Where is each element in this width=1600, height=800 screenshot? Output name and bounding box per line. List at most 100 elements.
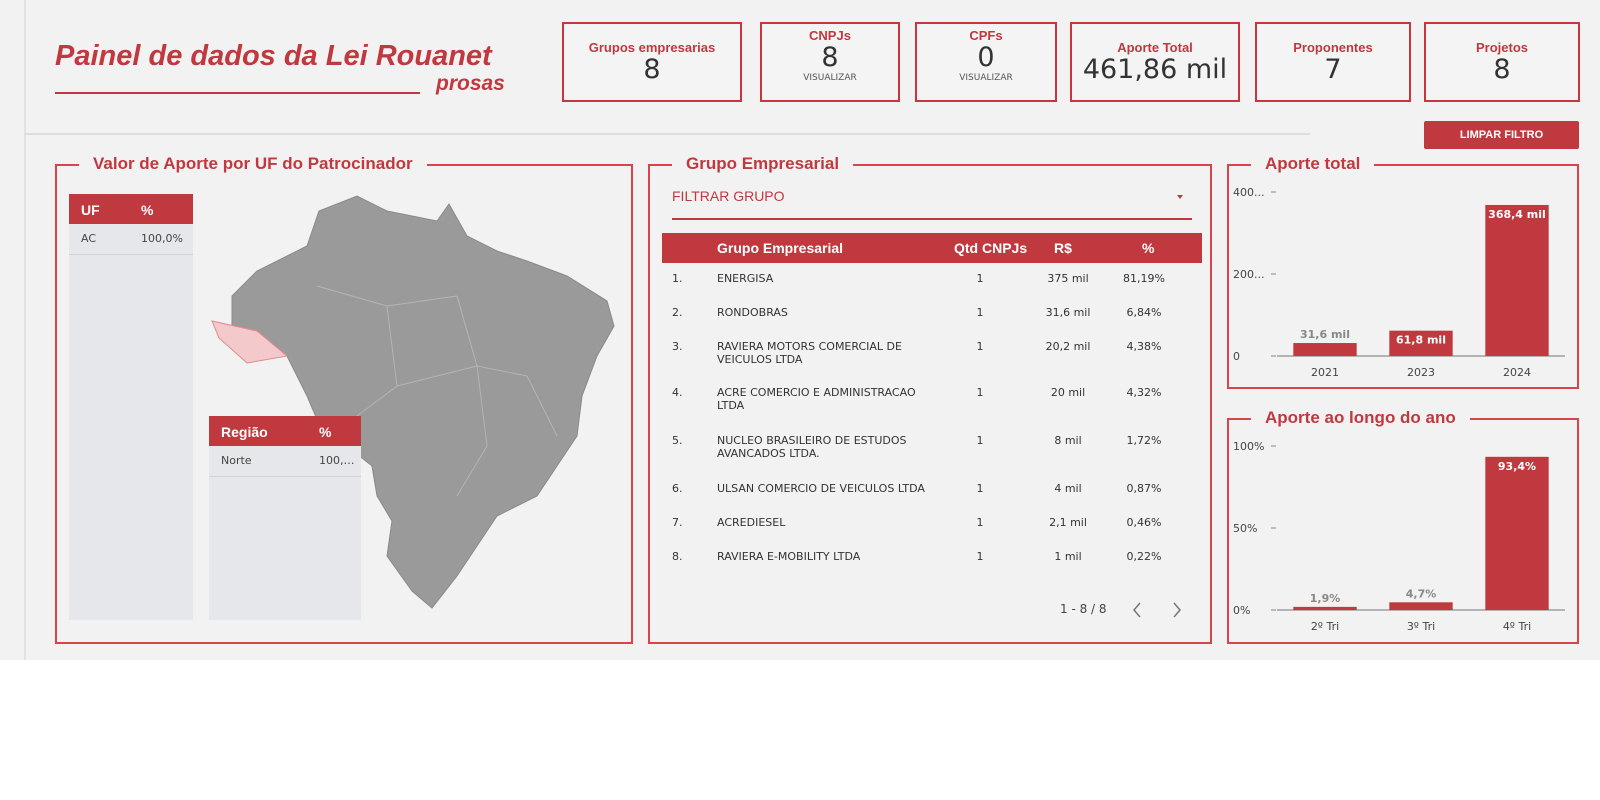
table-cell: 1 [976,482,984,495]
table-cell: 1. [672,272,683,285]
column-header: % [319,424,332,440]
table-cell: 81,19% [1123,272,1165,285]
y-tick-label: 0% [1233,604,1250,617]
uf-table: UF% AC 100,0% [69,194,193,620]
table-row[interactable]: 4. ACRE COMERCIO E ADMINISTRACAO LTDA 1 20 … [650,386,1210,416]
value-label: 61,8 mil [1396,334,1446,347]
kpi-value: 0 [977,42,995,73]
bar[interactable] [1389,330,1453,356]
table-cell: Norte [221,454,252,467]
table-cell: 1,72% [1126,434,1162,447]
y-tick-label: 50% [1233,522,1257,535]
kpi-card: Aporte Total 461,86 mil [1070,22,1240,102]
kpi-link[interactable]: VISUALIZAR [959,73,1013,83]
table-cell: 1 [976,550,984,563]
x-tick-label: 4º Tri [1503,620,1531,633]
table-row[interactable]: 6. ULSAN COMERCIO DE VEICULOS LTDA 1 4 mil 0… [650,482,1210,512]
next-page[interactable] [1173,602,1181,618]
table-cell: 4. [672,386,683,399]
table-cell: 1 [976,306,984,319]
table-cell: 0,22% [1126,550,1162,563]
brand: prosas [436,72,505,95]
y-tick-label: 100% [1233,440,1264,453]
table-cell: ACREDIESEL [717,516,786,529]
dashboard: Painel de dados da Lei Rouanet prosas Gr… [0,0,1600,660]
group-panel: Grupo Empresarial FILTRAR GRUPO Grupo Em… [648,154,1212,644]
table-cell: 100,… [319,454,355,467]
table-cell: 1 [976,386,984,399]
table-cell: 3. [672,340,683,353]
table-cell: 1 mil [1054,550,1082,563]
title-underline [55,92,420,94]
map-state-selected[interactable] [211,320,289,364]
column-header: % [1142,240,1155,256]
table-header: Região% [209,416,361,446]
table-row[interactable]: AC 100,0% [69,224,193,255]
pagination: 1 - 8 / 8 [1060,602,1107,616]
y-tick-label: 200... [1233,268,1265,281]
column-header: Grupo Empresarial [717,240,844,256]
table-row[interactable]: 8. RAVIERA E-MOBILITY LTDA 1 1 mil 0,22% [650,550,1210,580]
dropdown-icon [1177,195,1183,199]
table-cell: 8 mil [1054,434,1082,447]
x-tick-label: 2023 [1407,366,1435,379]
value-label: 4,7% [1406,587,1437,600]
chart-title: Aporte total [1251,154,1375,174]
table-cell: NUCLEO BRASILEIRO DE ESTUDOS AVANCADOS L… [717,434,907,460]
map-borders [316,285,558,497]
table-row[interactable]: 1. ENERGISA 1 375 mil 81,19% [650,272,1210,302]
table-cell: ACRE COMERCIO E ADMINISTRACAO LTDA [717,386,916,412]
table-cell: 4 mil [1054,482,1082,495]
filter-label: FILTRAR GRUPO [672,188,785,204]
x-tick-label: 2024 [1503,366,1531,379]
bar[interactable] [1485,456,1549,610]
column-header: Região [221,424,268,440]
kpi-link[interactable]: VISUALIZAR [803,73,857,83]
bar-chart: 0 200... 400... 31,6 mil 2021 61,8 mil 2023 368… [1233,186,1565,379]
table-cell: 1 [976,516,984,529]
table-cell: 6. [672,482,683,495]
table-row[interactable]: 7. ACREDIESEL 1 2,1 mil 0,46% [650,516,1210,546]
table-cell: 2,1 mil [1049,516,1087,529]
kpi-label: CPFs [969,28,1003,43]
kpi-value: 461,86 mil [1082,54,1228,85]
bar[interactable] [1485,204,1549,356]
x-tick-label: 2021 [1311,366,1339,379]
value-label: 368,4 mil [1488,208,1546,221]
table-header: Grupo Empresarial Qtd CNPJs R$% [662,233,1202,263]
clear-filter-button[interactable]: LIMPAR FILTRO [1424,121,1579,149]
chart-panel: 0% 50% 100% 1,9% 2º Tri 4,7% 3º Tri 93,4% 4º Tri… [1227,408,1579,644]
table-row[interactable]: 2. RONDOBRAS 1 31,6 mil 6,84% [650,306,1210,336]
group-filter[interactable]: FILTRAR GRUPO [672,188,1192,220]
table-row[interactable]: 5. NUCLEO BRASILEIRO DE ESTUDOS AVANCADOS… [650,434,1210,464]
map-panel: UF% AC 100,0% Região% Norte 100,… Valor de A… [55,154,633,644]
table-cell: 6,84% [1126,306,1162,319]
divider [25,133,1310,135]
kpi-card: CPFs 0 VISUALIZAR [915,22,1057,102]
table-row[interactable]: Norte 100,… [209,446,361,477]
table-cell: 4,32% [1126,386,1162,399]
table-cell: 20 mil [1050,386,1086,399]
bar[interactable] [1293,606,1357,610]
bar[interactable] [1293,343,1357,356]
kpi-label: Proponentes [1293,40,1373,55]
table-row[interactable]: 3. RAVIERA MOTORS COMERCIAL DE VEICULOS L… [650,340,1210,370]
table-cell: 31,6 mil [1045,306,1091,319]
table-cell: 375 mil [1047,272,1089,285]
table-cell: RAVIERA E-MOBILITY LTDA [717,550,861,563]
x-tick-label: 3º Tri [1407,620,1435,633]
prev-page[interactable] [1133,602,1141,618]
kpi-label: Projetos [1475,40,1528,55]
divider [24,0,26,660]
bar[interactable] [1389,602,1453,610]
table-cell: 2. [672,306,683,319]
table-cell: ENERGISA [717,272,774,285]
table-cell: 20,2 mil [1045,340,1091,353]
table-cell: 0,46% [1126,516,1162,529]
kpi-card: Grupos empresarias 8 [562,22,742,102]
kpi-card: CNPJs 8 VISUALIZAR [760,22,900,102]
table-cell: ULSAN COMERCIO DE VEICULOS LTDA [717,482,925,495]
table-cell: RAVIERA MOTORS COMERCIAL DE VEICULOS LTD… [717,340,902,366]
kpi-label: Aporte Total [1117,40,1193,55]
